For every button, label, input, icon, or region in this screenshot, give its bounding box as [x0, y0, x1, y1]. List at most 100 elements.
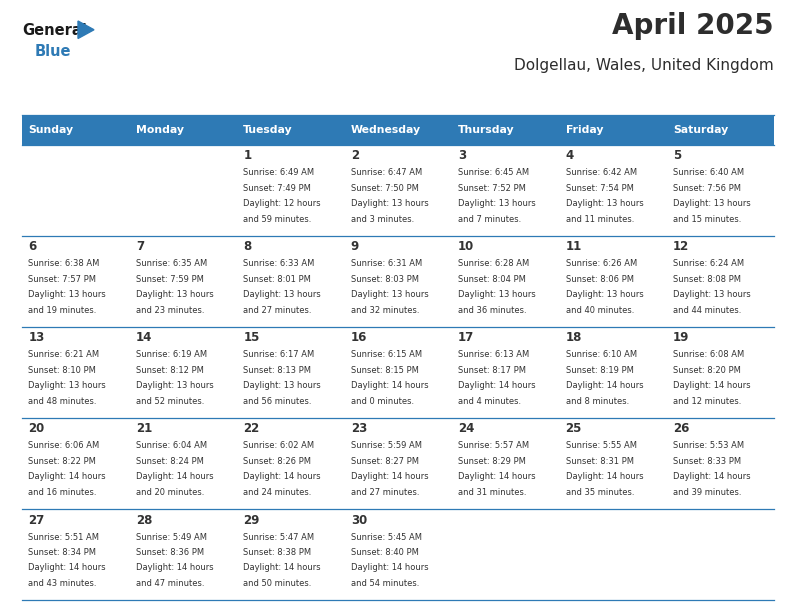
Text: Daylight: 14 hours: Daylight: 14 hours — [243, 472, 321, 482]
Text: Sunset: 8:29 PM: Sunset: 8:29 PM — [458, 457, 526, 466]
Bar — [22, 145, 129, 236]
Text: Sunrise: 6:40 AM: Sunrise: 6:40 AM — [673, 168, 744, 177]
Text: Daylight: 14 hours: Daylight: 14 hours — [243, 564, 321, 572]
Text: Sunset: 8:04 PM: Sunset: 8:04 PM — [458, 275, 526, 284]
Text: Sunrise: 6:26 AM: Sunrise: 6:26 AM — [565, 259, 637, 269]
Text: and 8 minutes.: and 8 minutes. — [565, 397, 629, 406]
Text: 22: 22 — [243, 422, 260, 436]
Bar — [451, 509, 559, 600]
Text: 10: 10 — [458, 241, 474, 253]
Text: 20: 20 — [29, 422, 44, 436]
Text: Daylight: 13 hours: Daylight: 13 hours — [136, 291, 214, 299]
Text: Sunrise: 6:13 AM: Sunrise: 6:13 AM — [458, 351, 529, 359]
Text: 13: 13 — [29, 332, 44, 345]
Bar — [451, 236, 559, 327]
Text: and 23 minutes.: and 23 minutes. — [136, 306, 204, 315]
Text: Daylight: 14 hours: Daylight: 14 hours — [351, 381, 428, 390]
Text: and 35 minutes.: and 35 minutes. — [565, 488, 634, 497]
Text: Sunset: 8:40 PM: Sunset: 8:40 PM — [351, 548, 419, 557]
Text: Sunrise: 6:21 AM: Sunrise: 6:21 AM — [29, 351, 100, 359]
Text: and 43 minutes.: and 43 minutes. — [29, 579, 97, 588]
Text: 25: 25 — [565, 422, 582, 436]
Polygon shape — [78, 21, 94, 39]
Text: Sunrise: 6:19 AM: Sunrise: 6:19 AM — [136, 351, 207, 359]
Text: Sunset: 7:50 PM: Sunset: 7:50 PM — [351, 184, 419, 193]
Text: Daylight: 13 hours: Daylight: 13 hours — [458, 291, 536, 299]
Text: Daylight: 13 hours: Daylight: 13 hours — [351, 291, 428, 299]
Text: and 16 minutes.: and 16 minutes. — [29, 488, 97, 497]
Text: 29: 29 — [243, 513, 260, 526]
Text: Daylight: 13 hours: Daylight: 13 hours — [29, 291, 106, 299]
Text: Sunset: 8:03 PM: Sunset: 8:03 PM — [351, 275, 419, 284]
Text: Sunrise: 6:45 AM: Sunrise: 6:45 AM — [458, 168, 529, 177]
Text: Daylight: 12 hours: Daylight: 12 hours — [243, 200, 321, 209]
Text: and 59 minutes.: and 59 minutes. — [243, 215, 312, 224]
Text: Daylight: 13 hours: Daylight: 13 hours — [565, 291, 643, 299]
Bar — [345, 327, 451, 418]
Bar — [559, 327, 667, 418]
Bar — [667, 327, 774, 418]
Text: Sunset: 7:54 PM: Sunset: 7:54 PM — [565, 184, 634, 193]
Text: Daylight: 13 hours: Daylight: 13 hours — [673, 200, 751, 209]
Text: and 12 minutes.: and 12 minutes. — [673, 397, 741, 406]
Bar — [667, 145, 774, 236]
Text: Sunrise: 5:47 AM: Sunrise: 5:47 AM — [243, 532, 314, 542]
Text: Wednesday: Wednesday — [351, 125, 421, 135]
Text: and 19 minutes.: and 19 minutes. — [29, 306, 97, 315]
Bar — [559, 418, 667, 509]
Text: 7: 7 — [136, 241, 144, 253]
Text: Thursday: Thursday — [458, 125, 515, 135]
Bar — [345, 418, 451, 509]
Text: Sunset: 8:34 PM: Sunset: 8:34 PM — [29, 548, 97, 557]
Text: 1: 1 — [243, 149, 251, 163]
Bar — [129, 236, 237, 327]
Bar — [22, 418, 129, 509]
Bar — [559, 509, 667, 600]
Text: Daylight: 14 hours: Daylight: 14 hours — [136, 564, 214, 572]
Text: Sunrise: 6:10 AM: Sunrise: 6:10 AM — [565, 351, 637, 359]
Text: Sunrise: 6:08 AM: Sunrise: 6:08 AM — [673, 351, 744, 359]
Text: Sunrise: 6:33 AM: Sunrise: 6:33 AM — [243, 259, 314, 269]
Bar — [22, 327, 129, 418]
Text: Sunrise: 6:15 AM: Sunrise: 6:15 AM — [351, 351, 422, 359]
Bar — [237, 327, 345, 418]
Text: Sunset: 8:15 PM: Sunset: 8:15 PM — [351, 366, 419, 375]
Bar — [559, 236, 667, 327]
Text: 12: 12 — [673, 241, 689, 253]
Text: and 24 minutes.: and 24 minutes. — [243, 488, 312, 497]
Text: Sunset: 7:49 PM: Sunset: 7:49 PM — [243, 184, 311, 193]
Text: Sunrise: 6:02 AM: Sunrise: 6:02 AM — [243, 441, 314, 450]
Text: Daylight: 13 hours: Daylight: 13 hours — [458, 200, 536, 209]
Bar — [451, 115, 559, 145]
Bar — [559, 115, 667, 145]
Text: Blue: Blue — [35, 44, 71, 59]
Text: 28: 28 — [136, 513, 152, 526]
Text: 11: 11 — [565, 241, 582, 253]
Bar — [237, 236, 345, 327]
Text: and 39 minutes.: and 39 minutes. — [673, 488, 741, 497]
Text: and 36 minutes.: and 36 minutes. — [458, 306, 527, 315]
Text: 6: 6 — [29, 241, 36, 253]
Bar — [451, 418, 559, 509]
Text: 24: 24 — [458, 422, 474, 436]
Text: 4: 4 — [565, 149, 574, 163]
Text: and 0 minutes.: and 0 minutes. — [351, 397, 414, 406]
Text: Sunrise: 6:04 AM: Sunrise: 6:04 AM — [136, 441, 207, 450]
Text: Daylight: 14 hours: Daylight: 14 hours — [565, 381, 643, 390]
Bar — [22, 236, 129, 327]
Text: and 20 minutes.: and 20 minutes. — [136, 488, 204, 497]
Bar — [667, 509, 774, 600]
Text: and 50 minutes.: and 50 minutes. — [243, 579, 312, 588]
Text: Sunset: 7:59 PM: Sunset: 7:59 PM — [136, 275, 204, 284]
Text: Daylight: 14 hours: Daylight: 14 hours — [351, 472, 428, 482]
Text: Sunset: 8:19 PM: Sunset: 8:19 PM — [565, 366, 634, 375]
Text: Sunrise: 5:53 AM: Sunrise: 5:53 AM — [673, 441, 744, 450]
Text: Sunset: 8:17 PM: Sunset: 8:17 PM — [458, 366, 526, 375]
Text: Monday: Monday — [136, 125, 184, 135]
Text: April 2025: April 2025 — [612, 12, 774, 40]
Text: Daylight: 14 hours: Daylight: 14 hours — [458, 381, 535, 390]
Text: Sunrise: 6:24 AM: Sunrise: 6:24 AM — [673, 259, 744, 269]
Bar — [129, 418, 237, 509]
Text: Sunrise: 6:31 AM: Sunrise: 6:31 AM — [351, 259, 422, 269]
Text: and 47 minutes.: and 47 minutes. — [136, 579, 204, 588]
